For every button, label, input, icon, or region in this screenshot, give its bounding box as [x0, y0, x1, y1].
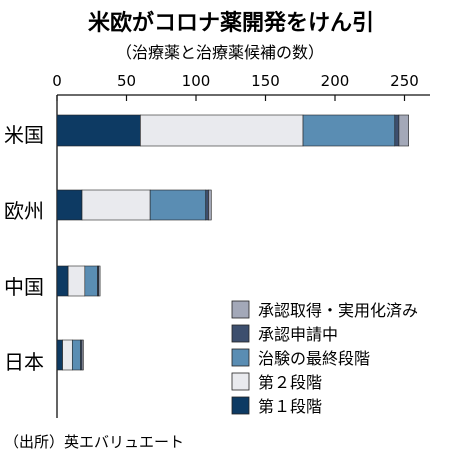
bar-segment — [140, 114, 304, 147]
bars — [56, 114, 409, 371]
legend-swatch — [231, 324, 250, 343]
legend-label: 治験の最終段階 — [258, 349, 370, 368]
bar-segment — [56, 265, 69, 297]
bar-segment — [149, 189, 207, 221]
x-tick-marks — [56, 95, 406, 101]
x-tick-label: 50 — [117, 72, 136, 90]
chart-title: 米欧がコロナ薬開発をけん引 — [88, 10, 374, 36]
chart-subtitle: （治療薬と治療薬候補の数） — [116, 43, 324, 62]
x-tick-label: 200 — [321, 72, 350, 90]
legend-label: 承認取得・実用化済み — [258, 301, 418, 320]
bar-segment — [56, 189, 83, 221]
bar-segment — [67, 265, 86, 297]
x-tick-label: 0 — [52, 72, 62, 90]
x-tick-labels: 0 50 100 150 200 250 — [52, 72, 419, 90]
legend-swatch — [231, 300, 250, 319]
x-tick-label: 100 — [182, 72, 211, 90]
category-label: 中国 — [4, 275, 44, 299]
bar-segment — [208, 189, 212, 221]
x-tick-label: 250 — [390, 72, 419, 90]
legend-swatch — [231, 396, 250, 415]
bar-segment — [302, 114, 396, 147]
bar-segment — [98, 265, 101, 297]
bar-segment — [81, 339, 84, 371]
legend-swatch — [231, 348, 250, 367]
source-note: （出所）英エバリュエート — [4, 433, 184, 451]
bar-segment — [71, 339, 81, 371]
bar-segment — [62, 339, 73, 371]
bar-segment — [394, 114, 400, 147]
legend-label: 第２段階 — [258, 373, 322, 392]
bar-segment — [398, 114, 409, 147]
category-label: 欧州 — [4, 199, 44, 223]
bar-segment — [205, 189, 209, 221]
legend-swatch — [231, 372, 250, 391]
bar-segment — [56, 114, 141, 147]
category-label: 日本 — [4, 350, 44, 374]
bar-segment — [84, 265, 98, 297]
legend-label: 第１段階 — [258, 397, 322, 416]
legend-label: 承認申請中 — [258, 325, 338, 344]
x-tick-label: 150 — [251, 72, 280, 90]
category-label: 米国 — [4, 123, 44, 147]
bar-segment — [81, 189, 151, 221]
bar-segment — [56, 339, 63, 371]
